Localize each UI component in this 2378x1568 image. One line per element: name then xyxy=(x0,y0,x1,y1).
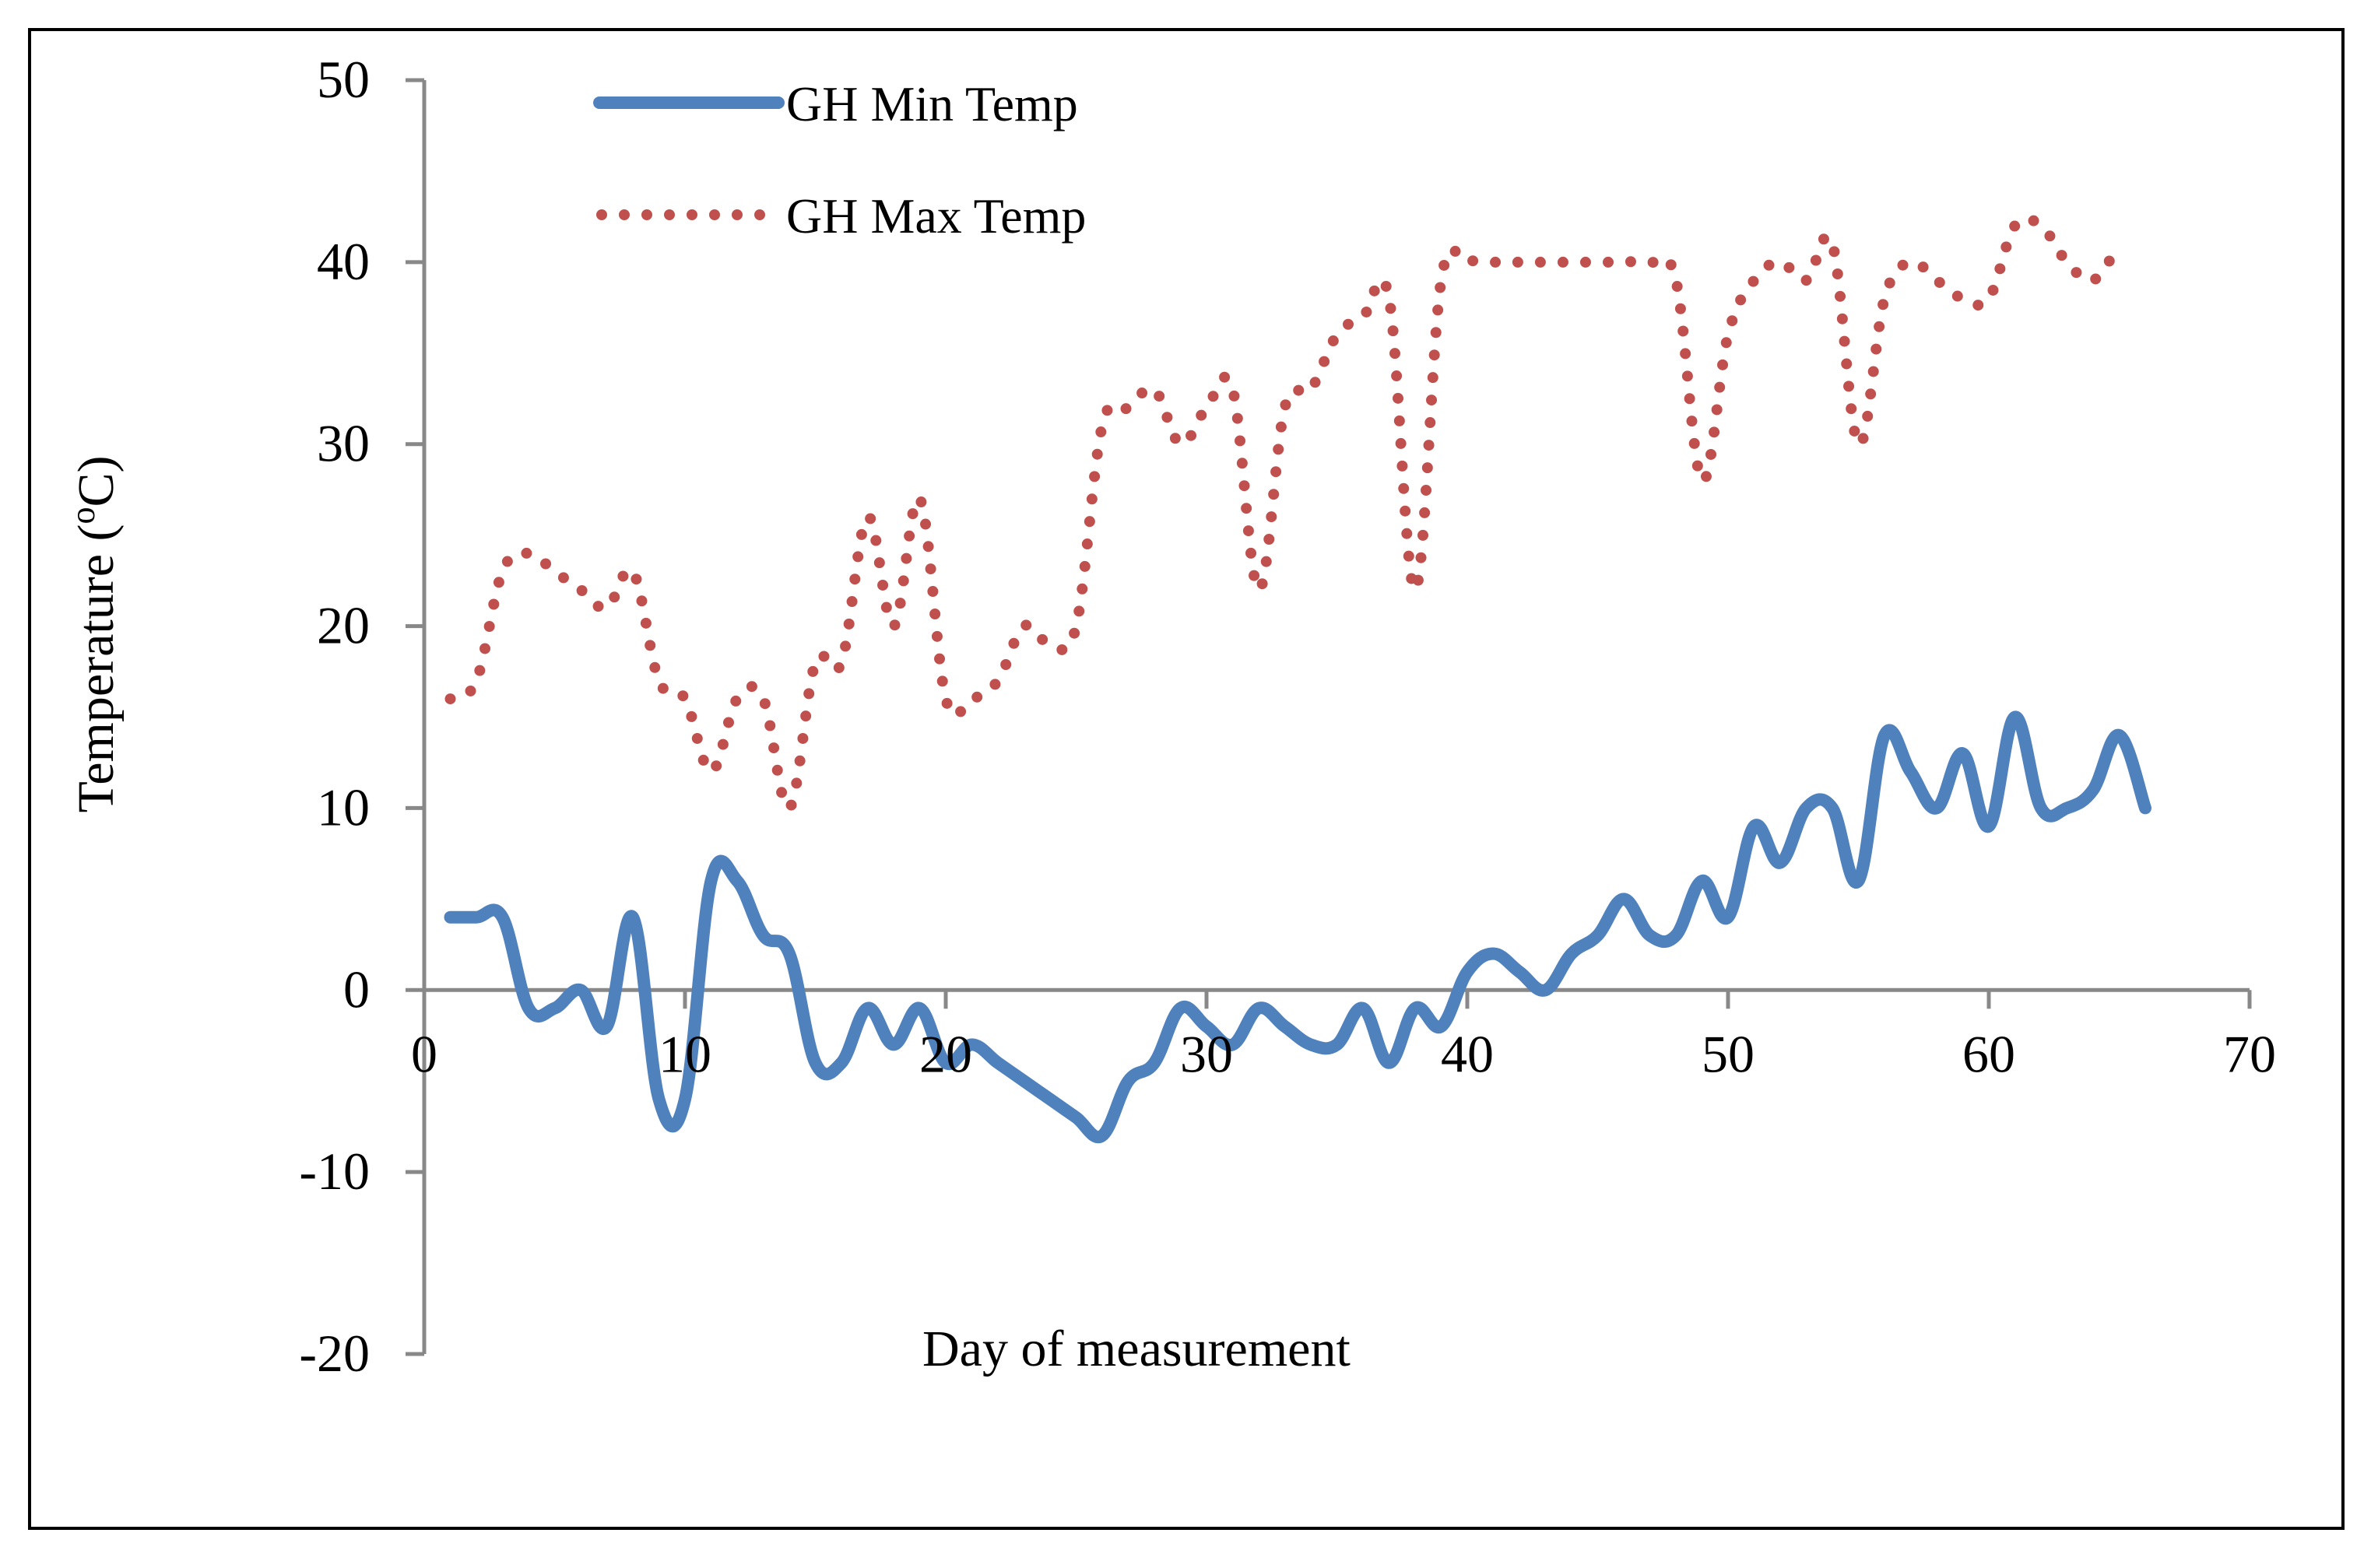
series-line-gh-max-temp xyxy=(444,212,2125,814)
data-point-gh-max-temp xyxy=(2040,225,2042,226)
y-tick-label: -20 xyxy=(299,1324,370,1383)
data-point-gh-max-temp xyxy=(1362,316,1364,317)
labels-layer: -20 -10 0 10 20 30 40 50 0 10 20 30 40 50 60 70 xyxy=(299,50,2276,1383)
data-point-gh-max-temp xyxy=(1258,589,1259,591)
y-axis-title-main: Temperature ( xyxy=(68,524,125,813)
y-tick-label: 10 xyxy=(317,777,370,837)
x-axis-title: Day of measurement xyxy=(922,1321,1351,1377)
y-tick-label: 30 xyxy=(317,414,370,473)
legend: GH Min Temp GH Max Temp xyxy=(593,76,1086,244)
x-tick-label: 30 xyxy=(1180,1024,1233,1083)
x-tick-label: 0 xyxy=(411,1024,437,1083)
y-axis-title: Temperature (oC) xyxy=(64,456,125,813)
legend-max-label: GH Max Temp xyxy=(786,188,1086,244)
data-point-gh-max-temp xyxy=(659,680,660,682)
data-point-gh-max-temp xyxy=(1910,261,1912,263)
data-point-gh-max-temp xyxy=(1858,444,1860,445)
data-point-gh-max-temp xyxy=(1727,334,1729,335)
x-tick-label: 70 xyxy=(2223,1024,2276,1083)
data-point-gh-max-temp xyxy=(1988,298,1990,300)
axes-layer xyxy=(406,78,2252,1356)
series-points-gh-max-temp xyxy=(450,225,2120,809)
data-point-gh-max-temp xyxy=(1597,261,1599,263)
x-tick-label: 20 xyxy=(919,1024,972,1083)
data-point-gh-max-temp xyxy=(1832,244,1833,245)
data-point-gh-max-temp xyxy=(1232,389,1234,391)
y-tick-label: 40 xyxy=(317,232,370,291)
chart-frame xyxy=(28,28,2345,1530)
data-point-gh-max-temp xyxy=(1389,298,1390,300)
data-point-gh-max-temp xyxy=(1466,261,1468,263)
data-point-gh-max-temp xyxy=(815,661,817,663)
data-point-gh-max-temp xyxy=(1154,389,1155,391)
data-point-gh-max-temp xyxy=(1702,480,1703,482)
data-point-gh-max-temp xyxy=(1049,644,1051,645)
series-layer xyxy=(444,212,2151,1144)
data-point-gh-max-temp xyxy=(1441,279,1442,281)
y-tick-label: 0 xyxy=(343,959,370,1019)
x-tick-label: 10 xyxy=(659,1024,711,1083)
data-point-gh-max-temp xyxy=(502,570,504,572)
data-point-gh-max-temp xyxy=(1076,626,1077,627)
x-tick-label: 60 xyxy=(1962,1024,2015,1083)
data-point-gh-max-temp xyxy=(1779,261,1781,263)
y-tick-label: -10 xyxy=(299,1142,370,1201)
data-point-gh-max-temp xyxy=(1414,589,1416,591)
data-point-gh-max-temp xyxy=(1623,261,1625,263)
data-point-gh-max-temp xyxy=(711,771,712,773)
data-point-gh-max-temp xyxy=(1310,389,1312,391)
data-point-gh-max-temp xyxy=(1180,444,1182,445)
x-tick-label: 40 xyxy=(1441,1024,1494,1083)
data-point-gh-max-temp xyxy=(1206,407,1207,409)
data-point-gh-max-temp xyxy=(632,570,634,572)
y-axis-title-end: C) xyxy=(68,456,125,507)
y-tick-label: 20 xyxy=(317,596,370,655)
series-line-gh-min-temp xyxy=(444,710,2151,1144)
data-point-gh-max-temp xyxy=(2067,261,2068,263)
legend-min-label: GH Min Temp xyxy=(786,76,1078,132)
data-point-gh-max-temp xyxy=(606,607,608,609)
data-point-gh-max-temp xyxy=(554,570,556,572)
data-point-gh-max-temp xyxy=(1571,261,1572,263)
data-point-gh-max-temp xyxy=(476,680,477,682)
data-point-gh-max-temp xyxy=(2119,244,2120,245)
y-axis-title-sup: o xyxy=(64,507,102,524)
y-tick-label: 50 xyxy=(317,50,370,109)
x-tick-label: 50 xyxy=(1702,1024,1755,1083)
data-point-gh-max-temp xyxy=(1675,279,1677,281)
